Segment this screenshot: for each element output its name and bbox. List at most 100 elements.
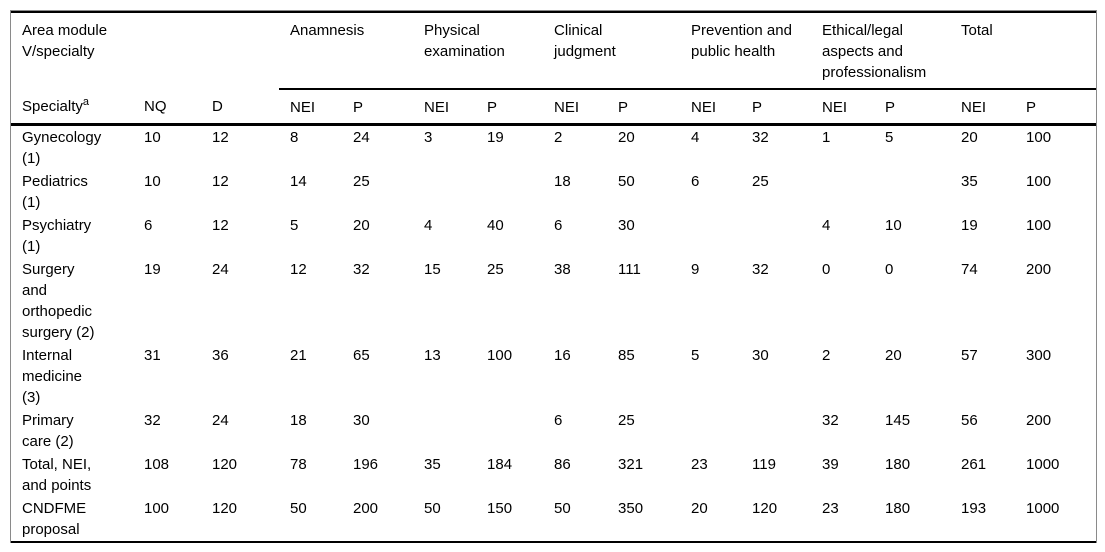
data-cell: 32 [752, 129, 769, 146]
data-cell [413, 409, 476, 453]
row-label: Internal medicine (3) [22, 347, 83, 406]
data-cell: 19 [144, 261, 161, 278]
data-cell: 16 [554, 347, 571, 364]
data-cell: 1 [822, 129, 831, 146]
column-header-p: P [607, 89, 681, 126]
data-cell: 24 [212, 412, 229, 429]
data-cell: 23 [691, 456, 708, 473]
table-header: Area module V/specialty Anamnesis Physic… [11, 12, 1097, 126]
group-header-prevention-public-health: Prevention and public health [680, 12, 812, 90]
data-cell: 150 [487, 500, 513, 517]
column-header-nei: NEI [950, 89, 1016, 126]
data-cell: 5 [885, 129, 894, 146]
data-cell: 25 [752, 173, 769, 190]
data-cell [413, 170, 476, 214]
data-cell: 12 [212, 129, 229, 146]
data-cell: 21 [290, 347, 307, 364]
data-cell [741, 214, 811, 258]
table-row: Primary care (2) 32 24 18 30 6 25 32 145 56 200 [11, 409, 1096, 453]
data-cell: 25 [487, 261, 504, 278]
group-header-ethical-legal: Ethical/legal aspects and professionalis… [811, 12, 951, 90]
data-cell: 50 [424, 500, 441, 517]
data-cell: 50 [618, 173, 635, 190]
row-label: Total, NEI, and points [22, 456, 92, 494]
column-header-nei: NEI [413, 89, 477, 126]
data-cell: 36 [212, 347, 229, 364]
data-cell: 100 [1026, 217, 1052, 234]
data-cell: 108 [144, 456, 170, 473]
data-cell: 32 [353, 261, 370, 278]
header-spacer-d [201, 12, 279, 89]
header-spacer-nq [133, 12, 201, 89]
data-cell: 2 [554, 129, 563, 146]
group-header-physical-examination: Physical examination [413, 12, 544, 90]
specialty-points-table: Area module V/specialty Anamnesis Physic… [11, 11, 1097, 543]
data-cell: 100 [1026, 173, 1052, 190]
data-cell: 23 [822, 500, 839, 517]
data-cell: 4 [691, 129, 700, 146]
data-cell: 193 [961, 500, 987, 517]
data-cell: 8 [290, 129, 299, 146]
data-cell: 50 [290, 500, 307, 517]
data-cell: 39 [822, 456, 839, 473]
data-cell: 6 [554, 412, 563, 429]
data-cell [476, 409, 543, 453]
data-cell: 15 [424, 261, 441, 278]
data-cell [680, 409, 741, 453]
data-cell: 1000 [1026, 500, 1060, 517]
data-cell: 6 [554, 217, 563, 234]
data-cell: 196 [353, 456, 379, 473]
column-header-d: D [201, 89, 279, 126]
data-cell: 10 [885, 217, 902, 234]
data-cell: 38 [554, 261, 571, 278]
data-cell: 120 [212, 500, 238, 517]
data-cell: 14 [290, 173, 307, 190]
data-cell [874, 170, 950, 214]
sub-header-row: Specialtya NQ D NEI P NEI P NEI P NEI P … [11, 89, 1097, 126]
group-header-total: Total [950, 12, 1097, 90]
data-cell: 18 [290, 412, 307, 429]
group-header-row: Area module V/specialty Anamnesis Physic… [11, 12, 1097, 90]
data-cell: 0 [885, 261, 894, 278]
data-cell: 74 [961, 261, 978, 278]
data-cell: 31 [144, 347, 161, 364]
data-cell: 100 [144, 500, 170, 517]
column-header-nei: NEI [680, 89, 742, 126]
data-cell: 30 [752, 347, 769, 364]
data-cell: 20 [691, 500, 708, 517]
column-header-p: P [1015, 89, 1097, 126]
data-cell [476, 170, 543, 214]
row-label: Gynecology (1) [22, 129, 102, 167]
data-cell: 2 [822, 347, 831, 364]
data-cell: 32 [752, 261, 769, 278]
row-label: Primary care (2) [22, 412, 74, 450]
data-cell: 50 [554, 500, 571, 517]
data-cell: 30 [353, 412, 370, 429]
data-cell: 119 [752, 456, 776, 473]
header-area-module: Area module V/specialty [22, 22, 108, 60]
data-cell [811, 170, 874, 214]
row-label: CNDFME proposal [22, 500, 87, 538]
data-cell: 6 [144, 217, 153, 234]
data-cell: 321 [618, 456, 644, 473]
data-cell: 200 [1026, 412, 1052, 429]
column-header-specialty: Specialtya [11, 89, 133, 126]
footnote-marker: a [82, 96, 89, 108]
column-header-nei: NEI [279, 89, 342, 126]
data-cell: 6 [691, 173, 700, 190]
data-cell: 3 [424, 129, 433, 146]
data-cell: 1000 [1026, 456, 1060, 473]
column-header-p: P [476, 89, 544, 126]
data-cell: 0 [822, 261, 831, 278]
data-cell: 10 [144, 129, 161, 146]
group-header-anamnesis: Anamnesis [279, 12, 414, 90]
table-row: Total, NEI, and points 108 120 78 196 35 184 86… [11, 453, 1096, 497]
data-cell: 200 [353, 500, 379, 517]
data-cell: 120 [752, 500, 778, 517]
table-frame: Area module V/specialty Anamnesis Physic… [10, 10, 1097, 543]
data-cell: 12 [212, 173, 229, 190]
data-cell: 86 [554, 456, 571, 473]
data-cell: 20 [961, 129, 978, 146]
data-cell [741, 409, 811, 453]
table-body: Gynecology (1) 10 12 8 24 3 19 2 20 4 32 1 5 20 100 Ped… [11, 125, 1096, 543]
